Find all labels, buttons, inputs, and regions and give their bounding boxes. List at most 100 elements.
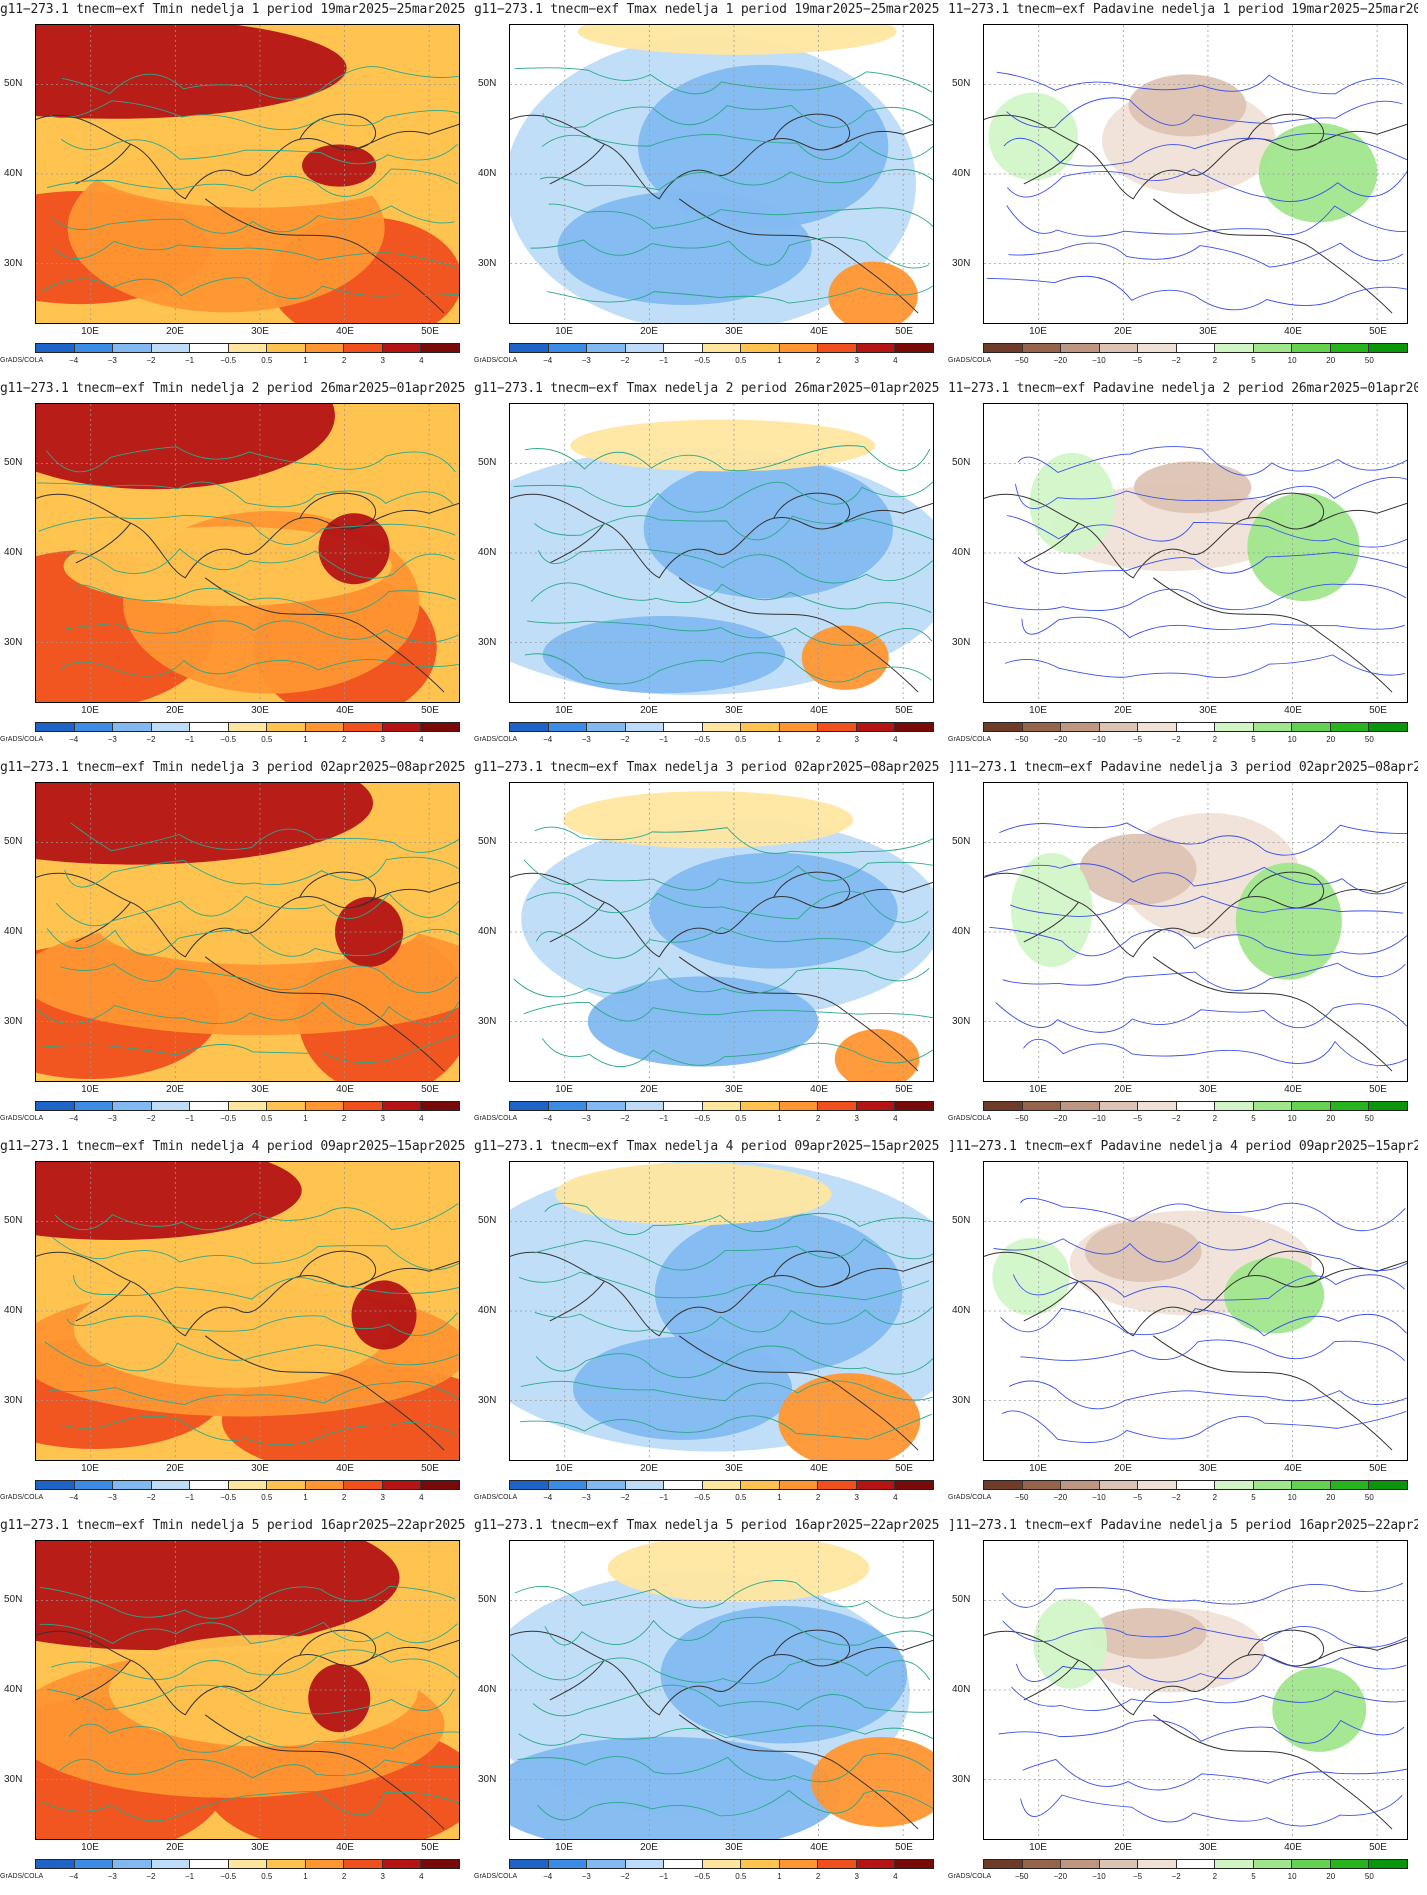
colorbar-swatch (984, 1860, 1023, 1868)
colorbar-swatch (344, 723, 383, 731)
lat-label: 30N (4, 1395, 23, 1406)
colorbar-tick-label: −4 (543, 735, 553, 744)
lat-label: 40N (478, 1684, 497, 1695)
colorbar-tick-label: 3 (380, 356, 385, 365)
colorbar-tick-label: 10 (1287, 1872, 1297, 1881)
grads-label: GrADS/COLA (0, 1115, 44, 1122)
colorbar-tick-label: −5 (1132, 1493, 1143, 1502)
colorbar-swatch (1253, 1102, 1293, 1110)
colorbar-swatch (856, 1860, 896, 1868)
lat-label: 40N (4, 547, 23, 558)
colorbar-swatch (344, 1102, 383, 1110)
lat-label: 40N (4, 168, 23, 179)
colorbar-tick-label: −2 (1171, 356, 1181, 365)
lon-label: 30E (251, 705, 269, 716)
colorbar-tick-label: −10 (1092, 1872, 1106, 1881)
colorbar-swatch (625, 1481, 665, 1489)
lon-label: 50E (421, 1463, 439, 1474)
colorbar-swatch (818, 1860, 857, 1868)
colorbar-ticks: −4 −3 −2 −1 −0.5 0.5 1 2 3 4 (35, 1493, 460, 1505)
colorbar-swatch (36, 1860, 75, 1868)
colorbar-swatch (382, 1102, 422, 1110)
colorbar-swatch (267, 1860, 306, 1868)
panel-title: ]11−273.1 tnecm−exf Padavine nedelja 5 p… (948, 1518, 1418, 1533)
colorbar-swatch (1061, 723, 1100, 731)
lon-label: 40E (336, 1842, 354, 1853)
colorbar-swatch (895, 1860, 934, 1868)
map-field (510, 783, 933, 1081)
colorbar-tick-label: −1 (184, 1114, 195, 1123)
colorbar-tick-label: 20 (1326, 356, 1336, 365)
colorbar-tick-label: 0.5 (261, 735, 273, 744)
lat-label: 50N (4, 78, 23, 89)
colorbar-tick-label: 5 (1251, 1493, 1256, 1502)
map-panel-tmax-week-4: g11−273.1 tnecm−exf Tmax nedelja 4 perio… (474, 1137, 944, 1516)
map-panel-tmax-week-2: g11−273.1 tnecm−exf Tmax nedelja 2 perio… (474, 379, 944, 758)
lat-label: 40N (478, 926, 497, 937)
colorbar-tick-label: 0.5 (261, 356, 273, 365)
colorbar-swatch (510, 344, 549, 352)
colorbar-swatch (856, 1102, 896, 1110)
lat-label: 50N (4, 457, 23, 468)
colorbar-tick-label: −5 (1132, 1114, 1143, 1123)
colorbar-swatch (1369, 1481, 1408, 1489)
lon-label: 20E (166, 326, 184, 337)
lon-label: 10E (81, 1842, 99, 1853)
colorbar-tick-label: −3 (107, 1493, 117, 1502)
colorbar-tick-label: 1 (777, 1872, 782, 1881)
colorbar-ticks: −4 −3 −2 −1 −0.5 0.5 1 2 3 4 (35, 1872, 460, 1884)
colorbar-swatch (267, 344, 306, 352)
colorbar-tick-label: −1 (658, 735, 669, 744)
colorbar-swatch (1061, 1481, 1100, 1489)
lat-label: 40N (952, 926, 971, 937)
colorbar-swatch (548, 1860, 588, 1868)
colorbar-swatch (548, 344, 588, 352)
colorbar-swatch (382, 1481, 422, 1489)
colorbar-tick-label: 3 (854, 1493, 859, 1502)
colorbar-tick-label: 2 (815, 735, 821, 744)
map-panel-prec-week-3: ]11−273.1 tnecm−exf Padavine nedelja 3 p… (948, 758, 1418, 1137)
colorbar-tick-label: −0.5 (694, 1114, 711, 1123)
colorbar-swatch (1330, 1860, 1370, 1868)
colorbar-tick-label: 0.5 (261, 1114, 273, 1123)
colorbar-swatch (548, 1102, 588, 1110)
map-panel-prec-week-4: ]11−273.1 tnecm−exf Padavine nedelja 4 p… (948, 1137, 1418, 1516)
lon-label: 20E (166, 1084, 184, 1095)
colorbar-tick-label: −2 (146, 735, 156, 744)
grads-label: GrADS/COLA (0, 736, 44, 743)
colorbar-swatch (344, 1481, 383, 1489)
lon-label: 20E (1114, 1084, 1132, 1095)
colorbar-swatch (625, 344, 665, 352)
colorbar-tick-label: −2 (1171, 1114, 1181, 1123)
colorbar-swatch (702, 1481, 742, 1489)
colorbar-swatch (1215, 1481, 1254, 1489)
colorbar-tick-label: −20 (1053, 1872, 1068, 1881)
colorbar-tick-label: 2 (1212, 735, 1218, 744)
colorbar-swatch (1215, 1102, 1254, 1110)
lat-label: 50N (478, 457, 497, 468)
lon-label: 40E (810, 705, 828, 716)
lon-label: 10E (555, 1084, 573, 1095)
map-area (509, 1161, 934, 1461)
lat-label: 50N (478, 78, 497, 89)
grads-label: GrADS/COLA (474, 736, 518, 743)
colorbar-ticks: −4 −3 −2 −1 −0.5 0.5 1 2 3 4 (35, 735, 460, 747)
colorbar-tick-label: −10 (1092, 1114, 1106, 1123)
colorbar-tick-label: 3 (380, 1114, 385, 1123)
map-area (983, 403, 1408, 703)
lon-label: 40E (810, 1463, 828, 1474)
lon-label: 20E (1114, 705, 1132, 716)
lon-label: 50E (1369, 1842, 1387, 1853)
map-field (984, 783, 1407, 1081)
colorbar-tick-label: 4 (419, 735, 424, 744)
grads-label: GrADS/COLA (474, 1494, 518, 1501)
lon-label: 50E (895, 326, 913, 337)
colorbar-tick-label: −10 (1092, 1493, 1106, 1502)
grads-label: GrADS/COLA (948, 1873, 992, 1880)
colorbar (509, 1101, 934, 1111)
map-panel-tmax-week-5: g11−273.1 tnecm−exf Tmax nedelja 5 perio… (474, 1516, 944, 1895)
colorbar-swatch (36, 723, 75, 731)
colorbar-swatch (625, 1102, 665, 1110)
lon-label: 20E (640, 1842, 658, 1853)
lat-label: 40N (478, 1305, 497, 1316)
